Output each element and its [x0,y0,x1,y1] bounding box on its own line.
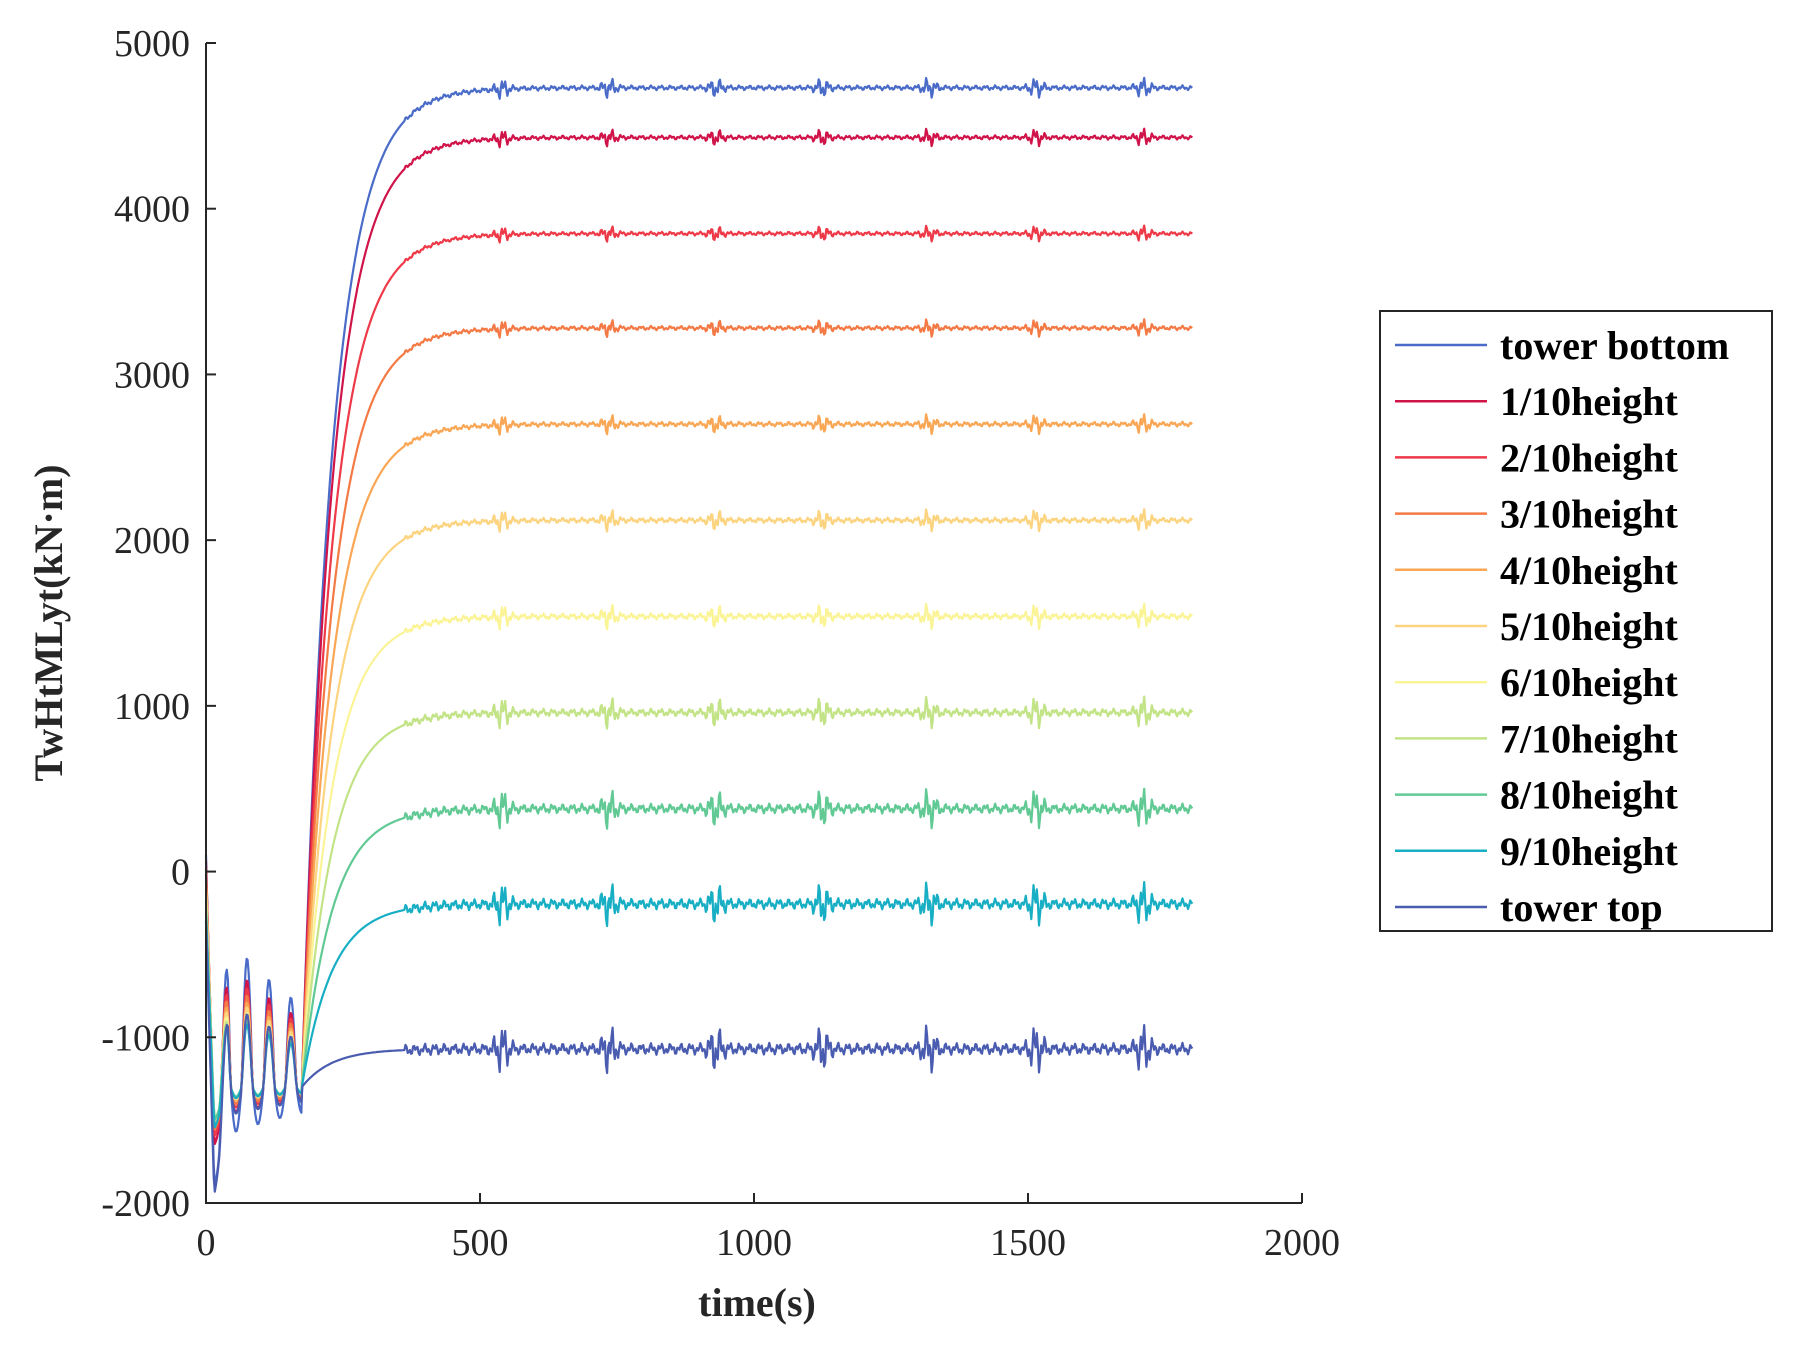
y-tick-label: 4000 [114,189,190,231]
legend-label: 7/10height [1500,716,1678,761]
x-tick-label: 1000 [716,1222,792,1264]
legend-label: tower bottom [1500,323,1729,368]
legend-label: 4/10height [1500,548,1678,593]
x-tick-label: 500 [452,1222,509,1264]
series-line-10 [204,881,1194,1129]
x-tick-label: 1500 [990,1222,1066,1264]
series-line-6 [204,508,1193,1124]
series-line-2 [204,127,1193,1145]
series-lines [204,76,1194,1193]
y-tick-label: 5000 [114,23,190,65]
y-tick-label: -1000 [101,1017,190,1059]
legend-label: 3/10height [1500,492,1678,537]
y-tick-label: 1000 [114,686,190,728]
y-axis-ticks: -2000 -1000 0 1000 2000 3000 4000 5000 [101,23,216,1225]
series-line-11 [204,921,1194,1193]
series-line-1 [204,76,1193,1186]
legend-label: 2/10height [1500,435,1678,480]
legend-label: 8/10height [1500,773,1678,818]
series-line-5 [204,413,1193,1124]
y-tick-label: -2000 [101,1183,190,1225]
series-line-4 [204,318,1193,1131]
legend: tower bottom 1/10height 2/10height 3/10heig… [1379,310,1773,932]
y-axis-title: TwHtMLyt(kN·m) [26,464,71,781]
legend-label: tower top [1500,885,1663,930]
y-tick-label: 2000 [114,520,190,562]
x-tick-label: 2000 [1264,1222,1340,1264]
legend-label: 5/10height [1500,604,1678,649]
legend-label: 9/10height [1500,829,1678,874]
x-tick-label: 0 [197,1222,216,1264]
legend-label: 1/10height [1500,379,1678,424]
series-line-7 [204,602,1193,1121]
series-line-3 [204,224,1193,1137]
legend-label: 6/10height [1500,660,1678,705]
y-tick-label: 0 [171,852,190,894]
series-line-9 [204,787,1194,1121]
x-axis-ticks: 0 500 1000 1500 2000 [197,1193,1340,1264]
series-line-8 [204,695,1194,1121]
legend-box [1379,310,1773,932]
y-tick-label: 3000 [114,354,190,396]
x-axis-title: time(s) [698,1280,816,1325]
